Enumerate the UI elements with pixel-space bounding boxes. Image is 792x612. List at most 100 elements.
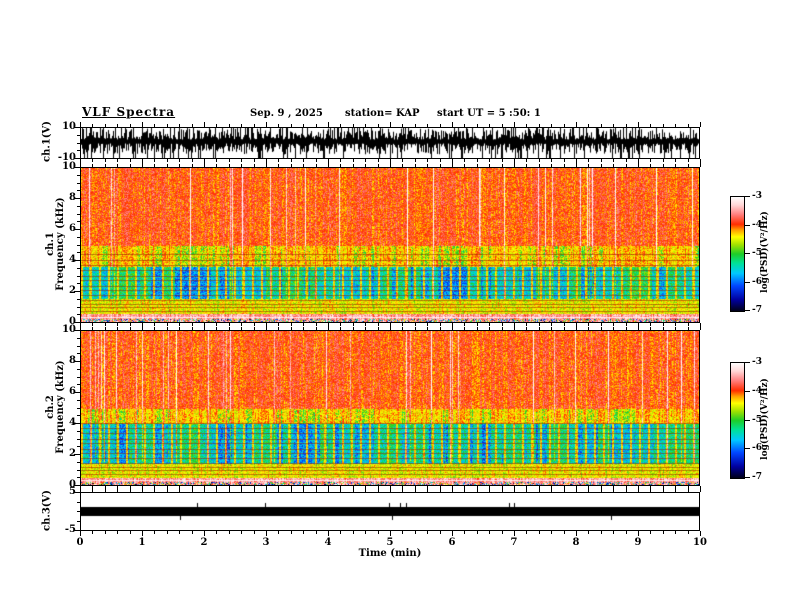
x-minor-tick [192, 489, 193, 492]
x-minor-tick [291, 327, 292, 330]
x-minor-tick [378, 489, 379, 492]
x-minor-tick [378, 124, 379, 127]
x-major-tick [638, 487, 639, 492]
x-major-tick [266, 531, 267, 536]
ch3-waveform-panel [80, 492, 700, 531]
x-major-tick [266, 487, 267, 492]
x-minor-tick [130, 327, 131, 330]
x-major-tick [204, 122, 205, 127]
x-minor-tick [402, 124, 403, 127]
x-minor-tick [192, 159, 193, 162]
x-minor-tick [216, 531, 217, 534]
x-minor-tick [192, 323, 193, 326]
x-minor-tick [502, 327, 503, 330]
x-minor-tick [291, 164, 292, 167]
x-minor-tick [278, 159, 279, 162]
x-minor-tick [229, 486, 230, 489]
x-minor-tick [340, 159, 341, 162]
y-tick [74, 492, 80, 493]
x-minor-tick [179, 486, 180, 489]
x-minor-tick [130, 531, 131, 534]
x-major-tick [576, 122, 577, 127]
x-minor-tick [415, 323, 416, 326]
x-tick-label: 3 [262, 537, 270, 548]
x-minor-tick [179, 164, 180, 167]
x-minor-tick [130, 486, 131, 489]
y-minor-tick [77, 477, 80, 478]
y-major-tick [74, 423, 80, 424]
x-minor-tick [551, 164, 552, 167]
x-minor-tick [402, 164, 403, 167]
x-major-tick [328, 531, 329, 536]
x-minor-tick [167, 531, 168, 534]
x-minor-tick [564, 159, 565, 162]
colorbar-tick [745, 477, 750, 478]
y-tick-label: 6 [69, 223, 76, 234]
x-major-tick [638, 122, 639, 127]
x-minor-tick [489, 159, 490, 162]
x-minor-tick [241, 164, 242, 167]
x-minor-tick [291, 486, 292, 489]
colorbar-tick [745, 196, 750, 197]
x-minor-tick [378, 486, 379, 489]
x-minor-tick [254, 159, 255, 162]
x-major-tick [576, 162, 577, 167]
x-major-tick [142, 487, 143, 492]
x-minor-tick [675, 323, 676, 326]
x-minor-tick [303, 489, 304, 492]
x-tick-label: 6 [448, 537, 456, 548]
x-minor-tick [192, 531, 193, 534]
x-minor-tick [440, 489, 441, 492]
x-tick-label: 10 [693, 537, 707, 548]
y-tick-label: 8 [69, 355, 76, 366]
x-minor-tick [440, 124, 441, 127]
x-minor-tick [526, 159, 527, 162]
x-minor-tick [427, 159, 428, 162]
x-minor-tick [688, 124, 689, 127]
x-major-tick [204, 159, 205, 164]
x-minor-tick [192, 164, 193, 167]
x-minor-tick [402, 486, 403, 489]
x-minor-tick [378, 323, 379, 326]
x-minor-tick [663, 323, 664, 326]
y-tick-label: 4 [69, 417, 76, 428]
x-minor-tick [92, 489, 93, 492]
colorbar-tick [745, 448, 750, 449]
ch1-frequency-axis-label: ch.1 Frequency (kHz) [45, 162, 66, 326]
ch3-voltage-axis-label: ch.3(V) [41, 489, 53, 532]
x-major-tick [638, 162, 639, 167]
y-tick-label: 8 [69, 192, 76, 203]
x-major-tick [638, 159, 639, 164]
x-minor-tick [526, 327, 527, 330]
x-minor-tick [154, 486, 155, 489]
x-minor-tick [117, 124, 118, 127]
ch2-spectrogram-panel [80, 330, 700, 486]
y-minor-tick [77, 408, 80, 409]
x-minor-tick [663, 124, 664, 127]
x-major-tick [390, 162, 391, 167]
x-major-tick [638, 325, 639, 330]
x-minor-tick [564, 489, 565, 492]
x-minor-tick [415, 486, 416, 489]
x-minor-tick [216, 124, 217, 127]
x-major-tick [142, 122, 143, 127]
x-minor-tick [688, 531, 689, 534]
x-minor-tick [130, 159, 131, 162]
x-minor-tick [613, 327, 614, 330]
x-minor-tick [117, 323, 118, 326]
x-minor-tick [353, 164, 354, 167]
x-minor-tick [502, 159, 503, 162]
x-major-tick [142, 531, 143, 536]
x-minor-tick [241, 489, 242, 492]
x-tick-label: 8 [572, 537, 580, 548]
x-minor-tick [601, 531, 602, 534]
x-minor-tick [154, 531, 155, 534]
x-minor-tick [340, 489, 341, 492]
x-minor-tick [675, 486, 676, 489]
y-minor-tick [77, 346, 80, 347]
x-minor-tick [688, 164, 689, 167]
x-minor-tick [539, 531, 540, 534]
x-minor-tick [688, 323, 689, 326]
x-minor-tick [316, 124, 317, 127]
x-minor-tick [588, 327, 589, 330]
